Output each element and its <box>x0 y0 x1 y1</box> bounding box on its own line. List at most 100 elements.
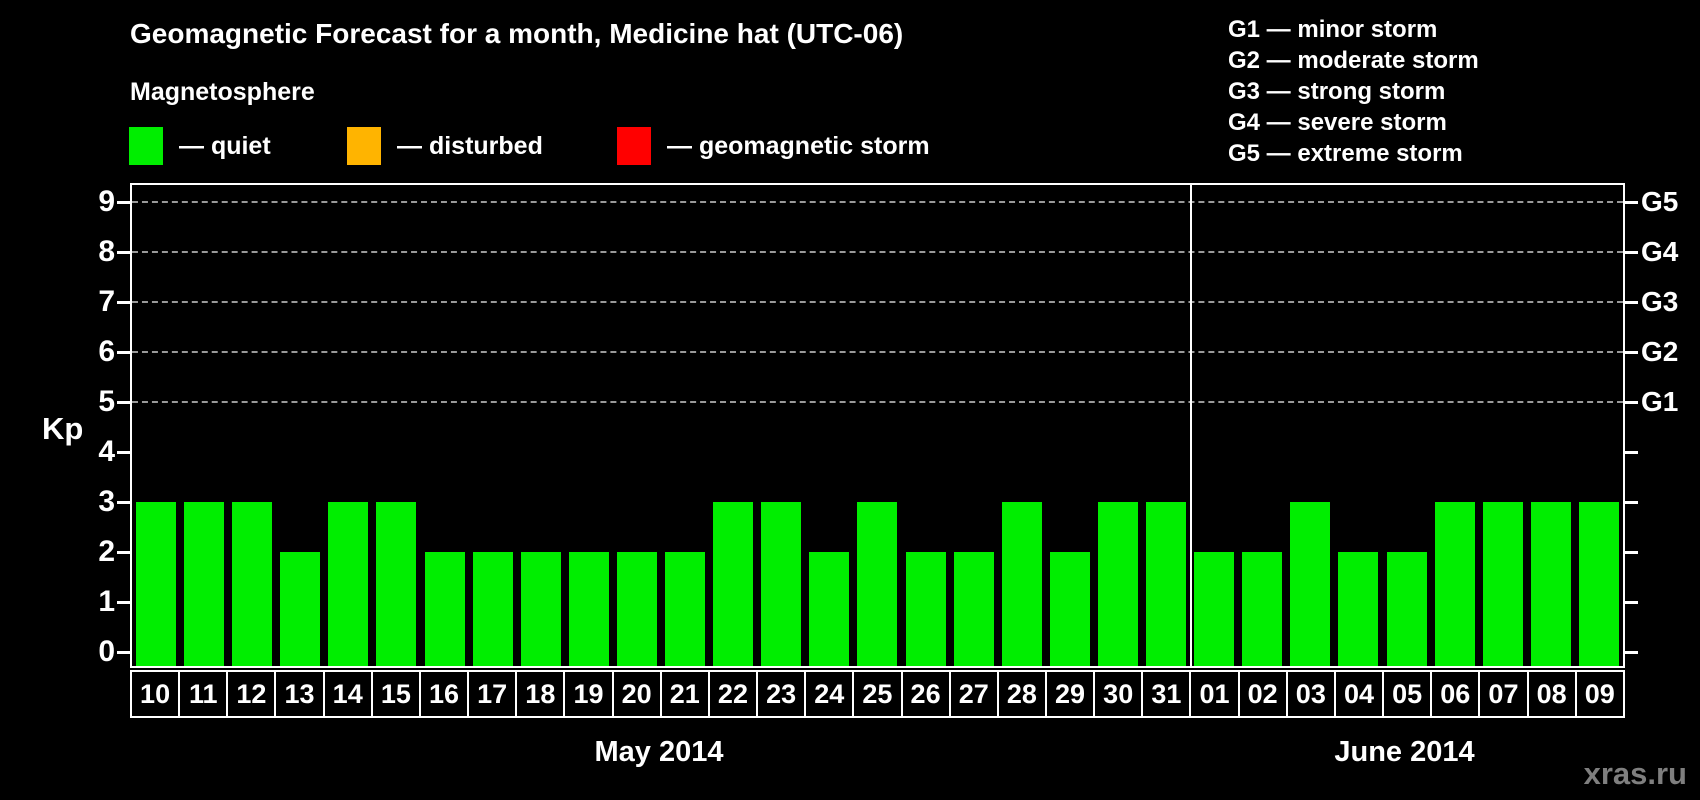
kp-bar <box>1194 552 1234 666</box>
legend-label-disturbed: — disturbed <box>397 131 543 160</box>
day-cell: 16 <box>418 670 470 718</box>
kp-bar <box>1435 502 1475 666</box>
y-axis-tick-left <box>117 351 130 354</box>
g-scale-legend-row: G5 — extreme storm <box>1228 140 1463 167</box>
y-axis-tick-right <box>1625 551 1638 554</box>
day-cell: 28 <box>996 670 1047 718</box>
kp-bar <box>809 552 849 666</box>
y-tick-label: 7 <box>98 285 115 318</box>
page-title: Geomagnetic Forecast for a month, Medici… <box>130 18 904 49</box>
y-tick-label: 5 <box>98 385 115 418</box>
y-tick-label: 9 <box>98 185 115 218</box>
legend-item-disturbed: — disturbed <box>347 126 543 166</box>
y-axis-tick-left <box>117 451 130 454</box>
day-cell: 04 <box>1333 670 1385 718</box>
y-axis-tick-right <box>1625 501 1638 504</box>
day-cell: 06 <box>1430 670 1481 718</box>
kp-bar <box>136 502 176 666</box>
g-axis-label-g1: G1 <box>1641 386 1679 417</box>
g-axis-label-g4: G4 <box>1641 236 1679 267</box>
kp-bar <box>328 502 368 666</box>
y-axis-tick-left <box>117 401 130 404</box>
legend-item-storm: — geomagnetic storm <box>617 126 930 166</box>
kp-bar <box>665 552 705 666</box>
day-cell: 18 <box>515 670 566 718</box>
y-axis-tick-right <box>1625 601 1638 604</box>
day-cell: 15 <box>370 670 421 718</box>
kp-bar <box>617 552 657 666</box>
day-cell: 27 <box>948 670 999 718</box>
gridline-kp5 <box>132 401 1623 403</box>
y-tick-label: 4 <box>98 435 115 468</box>
day-cell: 02 <box>1237 670 1288 718</box>
y-axis-tick-right <box>1625 451 1638 454</box>
legend-item-quiet: — quiet <box>129 126 271 166</box>
day-cell: 31 <box>1141 670 1192 718</box>
day-cell: 12 <box>226 670 277 718</box>
y-axis-tick-right <box>1625 251 1638 254</box>
day-cell: 03 <box>1285 670 1336 718</box>
plot-area <box>130 183 1625 668</box>
kp-bar <box>1002 502 1042 666</box>
y-axis-tick-right <box>1625 401 1638 404</box>
kp-bar <box>906 552 946 666</box>
y-tick-label: 1 <box>98 585 115 618</box>
legend-label-quiet: — quiet <box>179 131 271 160</box>
kp-bar <box>569 552 609 666</box>
y-axis-tick-left <box>117 301 130 304</box>
month-separator <box>1190 185 1192 666</box>
g-scale-legend-row: G3 — strong storm <box>1228 78 1446 105</box>
day-cell: 09 <box>1574 670 1625 718</box>
day-cell: 07 <box>1478 670 1529 718</box>
kp-bar <box>1290 502 1330 666</box>
day-cell: 11 <box>178 670 229 718</box>
day-cell: 26 <box>900 670 951 718</box>
y-axis-tick-left <box>117 251 130 254</box>
y-tick-label: 2 <box>98 535 115 568</box>
y-axis-title: Kp <box>42 411 84 446</box>
kp-bar <box>521 552 561 666</box>
gridline-kp6 <box>132 351 1623 353</box>
kp-bar <box>1483 502 1523 666</box>
day-cell: 22 <box>707 670 759 718</box>
watermark: xras.ru <box>1583 756 1687 791</box>
magnetosphere-legend-title: Magnetosphere <box>130 78 315 106</box>
kp-bar <box>280 552 320 666</box>
day-cell: 17 <box>467 670 518 718</box>
y-axis-tick-right <box>1625 201 1638 204</box>
y-tick-label: 6 <box>98 335 115 368</box>
gridline-kp9 <box>132 201 1623 203</box>
kp-bar <box>857 502 897 666</box>
day-cell: 21 <box>659 670 710 718</box>
day-cell: 13 <box>274 670 325 718</box>
kp-bar <box>1579 502 1619 666</box>
y-axis-tick-right <box>1625 301 1638 304</box>
kp-bar <box>232 502 272 666</box>
day-cell: 14 <box>322 670 373 718</box>
y-axis-tick-left <box>117 651 130 654</box>
g-scale-legend-row: G4 — severe storm <box>1228 109 1447 136</box>
y-tick-label: 3 <box>98 485 115 518</box>
storm-color-swatch <box>617 127 651 165</box>
month-label: June 2014 <box>1334 736 1475 768</box>
g-scale-legend-row: G1 — minor storm <box>1228 16 1438 43</box>
x-axis-day-row: 10 11 12 13 14 15 16 17 18 19 20 21 22 23 24 25 26 27 28 29… <box>130 670 1625 718</box>
day-cell: 01 <box>1189 670 1240 718</box>
gridline-kp7 <box>132 301 1623 303</box>
day-cell: 30 <box>1093 670 1144 718</box>
kp-bar <box>376 502 416 666</box>
y-axis-tick-left <box>117 601 130 604</box>
day-cell: 19 <box>563 670 614 718</box>
g-axis-label-g5: G5 <box>1641 186 1679 217</box>
y-tick-label: 0 <box>98 635 115 668</box>
kp-bar <box>1531 502 1571 666</box>
day-cell: 24 <box>804 670 855 718</box>
g-scale-legend: G1 — minor storm G2 — moderate storm G3 … <box>1228 14 1479 169</box>
g-scale-legend-row: G2 — moderate storm <box>1228 47 1479 74</box>
y-axis-tick-left <box>117 551 130 554</box>
day-cell: 23 <box>756 670 807 718</box>
kp-bar <box>425 552 465 666</box>
kp-bar <box>1242 552 1282 666</box>
kp-bar <box>1338 552 1378 666</box>
